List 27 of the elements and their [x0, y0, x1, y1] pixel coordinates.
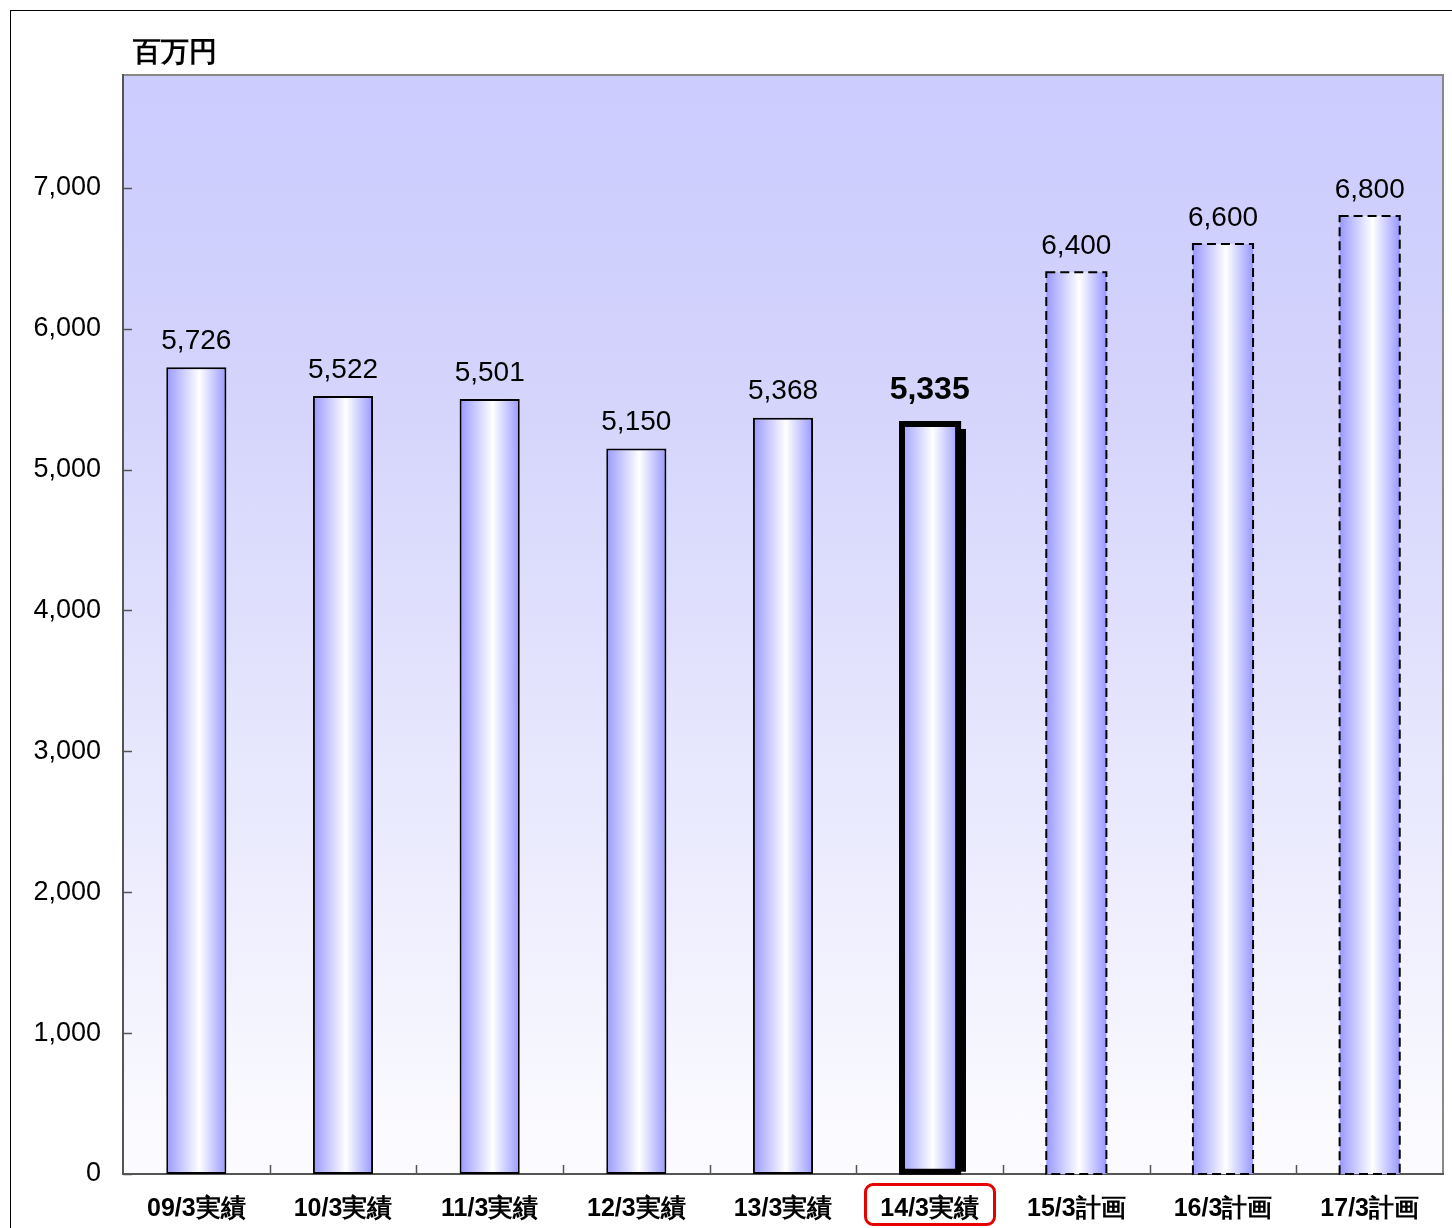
y-tick-label: 3,000: [33, 734, 101, 765]
x-tick-label: 14/3実績: [880, 1192, 979, 1221]
data-label: 5,150: [601, 405, 672, 437]
data-label: 5,726: [161, 323, 232, 355]
x-tick-label: 16/3計画: [1173, 1192, 1273, 1221]
x-tick-label: 11/3実績: [441, 1192, 539, 1221]
data-label: 6,800: [1334, 172, 1405, 204]
y-tick-label: 0: [85, 1157, 101, 1188]
x-tick-label: 15/3計画: [1027, 1192, 1126, 1221]
x-tick-label: 13/3実績: [733, 1192, 833, 1221]
y-tick-label: 5,000: [33, 452, 101, 483]
y-tick-label: 2,000: [33, 875, 101, 906]
x-tick-label: 17/3計画: [1320, 1192, 1419, 1221]
y-tick-label: 4,000: [33, 593, 101, 624]
data-label: 5,501: [454, 355, 525, 387]
x-tick-label: 10/3実績: [293, 1192, 393, 1221]
x-tick-label: 09/3実績: [147, 1192, 246, 1221]
y-axis-title: 百万円: [132, 35, 217, 67]
y-tick-label: 1,000: [33, 1016, 101, 1047]
data-label: 6,600: [1187, 200, 1259, 232]
data-label: 5,522: [307, 352, 379, 384]
data-label: 5,368: [747, 374, 819, 406]
y-tick-label: 6,000: [33, 312, 101, 343]
y-tick-label: 7,000: [33, 171, 101, 202]
data-label: 6,400: [1041, 228, 1112, 260]
x-tick-label: 12/3実績: [587, 1192, 686, 1221]
data-label: 5,335: [889, 370, 970, 407]
